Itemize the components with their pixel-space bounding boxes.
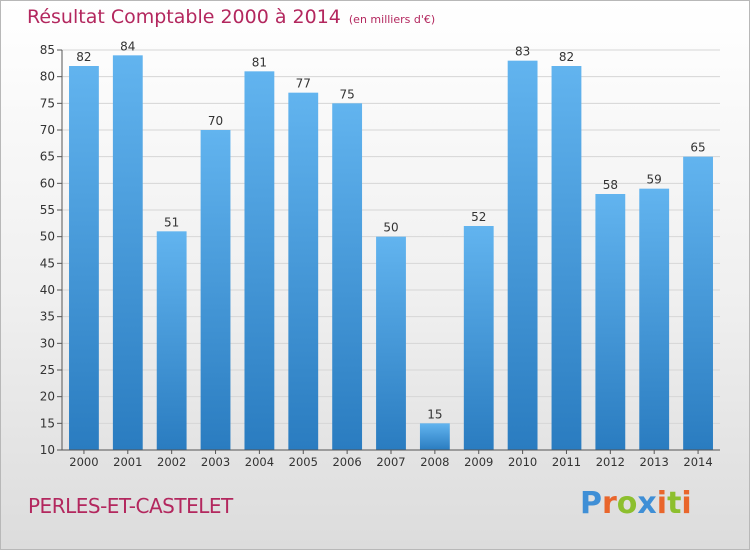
y-tick-label: 60 xyxy=(40,176,55,190)
bar-2003 xyxy=(200,130,231,450)
data-label-2004: 81 xyxy=(252,55,267,69)
proxiti-logo[interactable]: Proxiti xyxy=(580,486,692,521)
x-tick-label-2012: 2012 xyxy=(596,455,625,469)
data-label-2002: 51 xyxy=(164,215,179,229)
y-tick-label: 15 xyxy=(40,416,55,430)
bar-2013 xyxy=(639,188,670,450)
y-tick-label: 35 xyxy=(40,310,55,324)
data-label-2001: 84 xyxy=(120,39,135,53)
bar-2007 xyxy=(376,236,406,450)
x-tick-label-2011: 2011 xyxy=(552,455,581,469)
x-tick-label-2006: 2006 xyxy=(332,455,361,469)
y-tick-label: 20 xyxy=(40,390,55,404)
data-label-2011: 82 xyxy=(559,50,574,64)
x-tick-label-2008: 2008 xyxy=(420,455,449,469)
logo-letter: x xyxy=(637,486,657,521)
bar-2014 xyxy=(683,156,713,450)
bar-2009 xyxy=(463,226,494,450)
x-tick-label-2001: 2001 xyxy=(113,455,142,469)
bar-2006 xyxy=(332,103,363,450)
y-tick-label: 55 xyxy=(40,203,55,217)
logo-letter: r xyxy=(602,486,617,521)
x-tick-label-2004: 2004 xyxy=(245,455,274,469)
y-tick-label: 75 xyxy=(40,96,55,110)
y-tick-label: 85 xyxy=(40,43,55,57)
data-label-2007: 50 xyxy=(383,221,398,235)
x-tick-label-2010: 2010 xyxy=(508,455,537,469)
data-label-2012: 58 xyxy=(603,178,618,192)
logo-letter: o xyxy=(616,486,638,521)
bar-2012 xyxy=(595,194,626,450)
chart-subtitle: (en milliers d'€) xyxy=(348,13,436,26)
x-tick-label-2009: 2009 xyxy=(464,455,493,469)
bar-2001 xyxy=(112,55,143,450)
bar-2000 xyxy=(69,66,99,450)
y-tick-label: 80 xyxy=(40,70,55,84)
bars: 82 84 51 70 81 77 75 50 15 52 83 82 58 59 65 xyxy=(69,39,713,451)
y-tick-label: 25 xyxy=(40,363,55,377)
logo-letter: P xyxy=(580,486,602,521)
logo-letter: i xyxy=(681,486,692,521)
y-tick-label: 40 xyxy=(40,283,55,297)
bar-2005 xyxy=(288,92,319,451)
data-label-2010: 83 xyxy=(515,45,530,59)
chart-title: Résultat Comptable 2000 à 2014 (en millie… xyxy=(27,6,435,28)
data-label-2006: 75 xyxy=(339,87,354,101)
logo-letter: t xyxy=(667,486,682,521)
y-tick-label: 30 xyxy=(40,336,55,350)
y-tick-label: 70 xyxy=(40,123,55,137)
bar-2002 xyxy=(156,231,187,450)
bar-2008 xyxy=(419,423,450,450)
bar-2011 xyxy=(551,66,582,450)
y-tick-label: 65 xyxy=(40,150,55,164)
data-label-2013: 59 xyxy=(647,173,662,187)
bar-2004 xyxy=(244,71,275,450)
x-tick-label-2005: 2005 xyxy=(289,455,318,469)
data-label-2000: 82 xyxy=(76,50,91,64)
title-text: Résultat Comptable 2000 à 2014 xyxy=(27,6,341,28)
x-tick-label-2002: 2002 xyxy=(157,455,186,469)
data-label-2005: 77 xyxy=(296,77,311,91)
y-tick-label: 45 xyxy=(40,256,55,270)
x-tick-label-2013: 2013 xyxy=(640,455,669,469)
data-label-2008: 15 xyxy=(427,407,442,421)
x-tick-label-2003: 2003 xyxy=(201,455,230,469)
y-tick-label: 10 xyxy=(40,443,55,457)
y-tick-label: 50 xyxy=(40,230,55,244)
x-tick-label-2014: 2014 xyxy=(683,455,712,469)
logo-letter: i xyxy=(656,486,668,521)
data-label-2009: 52 xyxy=(471,210,486,224)
bar-2010 xyxy=(507,60,538,451)
town-name: PERLES-ET-CASTELET xyxy=(28,494,233,518)
axes: 10 15 20 25 30 35 40 45 50 55 60 65 70 75 80 85 2000 2001… xyxy=(40,43,720,469)
data-label-2003: 70 xyxy=(208,114,223,128)
x-tick-label-2007: 2007 xyxy=(376,455,405,469)
x-tick-label-2000: 2000 xyxy=(69,455,98,469)
data-label-2014: 65 xyxy=(690,141,705,155)
